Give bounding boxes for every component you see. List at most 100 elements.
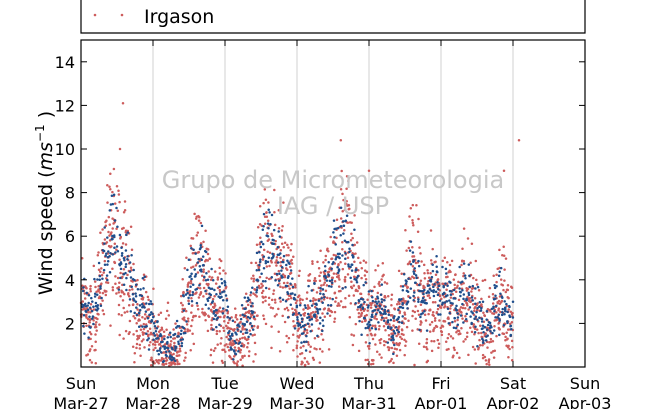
data-point — [252, 315, 256, 319]
data-point — [450, 290, 453, 293]
data-point — [119, 237, 122, 240]
data-point — [191, 283, 195, 286]
data-point — [147, 337, 150, 340]
data-point — [252, 274, 255, 277]
data-point — [82, 324, 85, 328]
data-point — [374, 327, 378, 331]
data-point — [88, 331, 92, 334]
data-point — [150, 302, 153, 306]
data-point — [333, 317, 337, 320]
data-point — [405, 249, 408, 252]
data-point — [259, 245, 263, 249]
data-point — [376, 297, 380, 300]
data-point — [352, 255, 355, 258]
data-point — [484, 332, 487, 335]
y-axis-label-main: Wind speed ( — [35, 170, 57, 295]
data-point — [325, 248, 329, 252]
data-point — [186, 288, 189, 292]
data-point — [269, 223, 272, 226]
data-point — [218, 306, 222, 309]
data-point — [289, 282, 292, 285]
data-point — [488, 286, 492, 290]
data-point — [98, 291, 102, 294]
data-point — [480, 331, 483, 335]
data-point — [159, 351, 163, 354]
y-axis-label: Wind speed (ms−1 ) — [33, 111, 57, 295]
data-point — [510, 321, 514, 324]
data-point — [461, 288, 464, 292]
data-point — [258, 260, 262, 263]
data-point — [397, 342, 401, 346]
data-point — [129, 276, 133, 279]
data-point — [364, 326, 367, 330]
data-point — [261, 280, 265, 283]
data-point — [423, 310, 426, 313]
data-point — [243, 296, 247, 299]
data-point — [355, 276, 359, 279]
data-point — [481, 279, 485, 282]
data-point — [188, 290, 191, 294]
data-point — [211, 297, 215, 301]
data-point — [417, 217, 420, 221]
data-point — [412, 298, 415, 302]
data-point — [349, 265, 352, 269]
data-point — [470, 290, 473, 293]
data-point — [367, 304, 370, 307]
data-point — [407, 246, 411, 250]
data-point — [318, 347, 322, 351]
data-point — [355, 241, 359, 244]
data-point — [148, 313, 152, 317]
data-point — [332, 272, 336, 275]
data-point — [236, 328, 239, 331]
data-point — [317, 299, 321, 302]
data-point — [324, 269, 327, 273]
data-point — [91, 300, 94, 303]
data-point — [447, 333, 451, 336]
data-point — [395, 342, 398, 345]
data-point — [286, 243, 289, 247]
data-point — [103, 242, 106, 245]
data-point — [454, 326, 458, 330]
data-point — [371, 296, 374, 299]
data-point — [271, 252, 274, 256]
data-point — [275, 259, 278, 262]
data-point — [414, 281, 417, 285]
data-point — [446, 336, 450, 340]
data-point — [446, 284, 449, 287]
data-point — [241, 342, 244, 345]
data-point — [295, 344, 299, 347]
data-point — [142, 273, 146, 276]
data-point — [347, 179, 350, 183]
x-axis: SunMar-27MonMar-28TueMar-29WedMar-30ThuM… — [53, 40, 611, 409]
data-point — [480, 303, 483, 306]
data-point — [196, 231, 200, 234]
data-point — [184, 351, 187, 355]
data-point — [420, 260, 423, 263]
data-point — [309, 329, 312, 333]
data-point — [260, 282, 263, 286]
data-point — [424, 319, 428, 322]
data-point — [144, 310, 148, 313]
data-point — [345, 174, 349, 178]
data-point — [506, 296, 509, 299]
data-point — [378, 305, 382, 308]
data-point — [323, 281, 327, 284]
data-point — [447, 347, 450, 351]
data-point — [449, 307, 452, 310]
data-point — [481, 353, 485, 357]
data-point — [213, 295, 216, 298]
data-point — [443, 301, 447, 304]
data-point — [253, 333, 256, 336]
data-point — [489, 324, 492, 327]
data-point — [477, 331, 480, 335]
data-point — [113, 202, 117, 205]
data-point — [277, 269, 281, 273]
data-point — [215, 325, 218, 329]
data-point — [264, 299, 267, 303]
data-point — [114, 275, 117, 278]
data-point — [461, 280, 464, 284]
data-point — [121, 275, 124, 279]
data-point — [427, 312, 430, 316]
data-point — [111, 267, 114, 270]
data-point — [167, 314, 171, 317]
